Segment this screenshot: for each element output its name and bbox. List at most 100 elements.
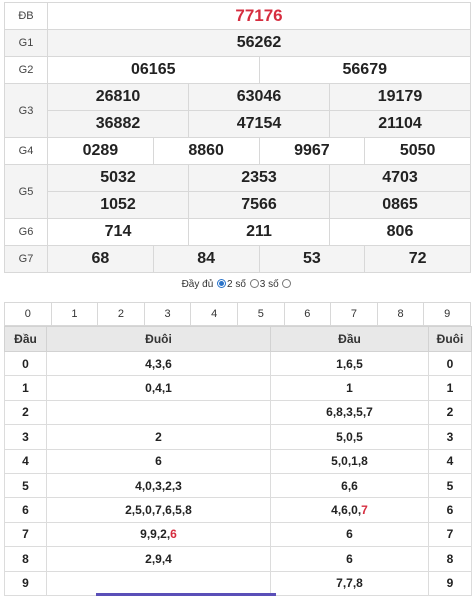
row-g3b: 36882 47154 21104 <box>5 110 471 138</box>
radio-full[interactable] <box>282 279 292 288</box>
row-g7: G7 68 84 53 72 <box>4 245 471 273</box>
head-digit: 5 <box>4 472 47 499</box>
digit-button[interactable]: 4 <box>190 302 238 326</box>
head-digit: 6 <box>4 497 47 523</box>
prize-label-db: ĐB <box>4 2 48 30</box>
tail-digit: 7 <box>428 521 472 548</box>
tail-list <box>46 399 271 426</box>
loto-row: 9 7,7,8 9 <box>4 570 472 596</box>
tail-digit: 8 <box>428 546 472 572</box>
digit-button[interactable]: 6 <box>283 302 332 326</box>
head-list-plain: 4,6,0, <box>331 503 362 518</box>
prize-label-g5: G5 <box>4 164 48 219</box>
g3-number: 21104 <box>329 110 471 138</box>
radio-two-digits[interactable] <box>217 279 227 288</box>
head-list: 4,6,0,7 <box>270 497 429 523</box>
g7-number: 53 <box>258 245 366 273</box>
display-options: Đầy đủ 2 số 3 số <box>0 279 474 290</box>
g4-number: 5050 <box>364 137 471 165</box>
digit-button[interactable]: 5 <box>236 302 285 326</box>
row-g6: G6 714 211 806 <box>4 218 471 246</box>
row-g5b: 1052 7566 0865 <box>5 191 471 219</box>
header-dau: Đầu <box>4 326 47 352</box>
option-three-label[interactable]: 3 số <box>259 279 279 290</box>
g7-number: 84 <box>152 245 260 273</box>
loto-row: 7 9,9,2,6 6 7 <box>4 521 472 548</box>
head-digit: 3 <box>4 424 47 450</box>
row-g1: G1 56262 <box>4 29 471 57</box>
tail-list: 2 <box>46 424 271 450</box>
head-digit: 0 <box>4 350 47 377</box>
head-list-special: 7 <box>361 503 368 518</box>
g5-number: 2353 <box>188 164 330 192</box>
tail-list: 6 <box>46 448 271 474</box>
g3-number: 63046 <box>188 83 330 111</box>
g6-number: 211 <box>188 218 330 246</box>
loto-row: 5 4,0,3,2,3 6,6 5 <box>4 472 472 499</box>
g3-number: 19179 <box>329 83 471 111</box>
head-digit: 7 <box>4 521 47 548</box>
tail-list: 2,5,0,7,6,5,8 <box>46 497 271 523</box>
prize-label-g6: G6 <box>4 218 48 246</box>
row-g4: G4 0289 8860 9967 5050 <box>4 137 471 165</box>
tail-list: 9,9,2,6 <box>46 521 271 548</box>
g2-number: 06165 <box>47 56 260 84</box>
tail-list: 4,0,3,2,3 <box>46 472 271 499</box>
digit-button[interactable]: 9 <box>423 302 471 326</box>
digit-button[interactable]: 0 <box>4 302 52 326</box>
head-list: 1,6,5 <box>270 350 429 377</box>
tail-digit: 3 <box>428 424 472 450</box>
digit-button[interactable]: 3 <box>143 302 192 326</box>
g4-number: 0289 <box>47 137 154 165</box>
radio-three-digits[interactable] <box>249 279 259 288</box>
option-full-label: Đầy đủ <box>181 279 214 290</box>
loto-row: 6 2,5,0,7,6,5,8 4,6,0,7 6 <box>4 497 472 523</box>
prize-label-g4: G4 <box>4 137 48 165</box>
prize-label-g3: G3 <box>4 83 48 138</box>
tail-list-special: 6 <box>170 527 177 542</box>
tail-digit: 2 <box>428 399 472 426</box>
head-digit: 2 <box>4 399 47 426</box>
row-g2: G2 06165 56679 <box>4 56 471 84</box>
head-digit: 4 <box>4 448 47 474</box>
tail-digit: 4 <box>428 448 472 474</box>
head-list: 6,6 <box>270 472 429 499</box>
g7-number: 72 <box>364 245 471 273</box>
digit-button[interactable]: 2 <box>97 302 145 326</box>
loto-table: Đầu Đuôi Đầu Đuôi 0 4,3,6 1,6,5 0 1 0,4,… <box>4 326 472 596</box>
loto-header-row: Đầu Đuôi Đầu Đuôi <box>4 326 472 352</box>
loto-row: 2 6,8,3,5,7 2 <box>4 399 472 426</box>
g3-number: 26810 <box>47 83 189 111</box>
tail-digit: 9 <box>428 570 472 596</box>
digit-button[interactable]: 1 <box>50 302 99 326</box>
g3-number: 36882 <box>47 110 189 138</box>
tail-list <box>46 570 271 596</box>
prize-label-g2: G2 <box>4 56 48 84</box>
head-digit: 1 <box>4 375 47 401</box>
g2-number: 56679 <box>258 56 471 84</box>
head-list: 7,7,8 <box>270 570 429 596</box>
header-duoi-right: Đuôi <box>428 326 472 352</box>
tail-list: 0,4,1 <box>46 375 271 401</box>
head-list: 6 <box>270 521 429 548</box>
option-two-label[interactable]: 2 số <box>227 279 246 290</box>
g6-number: 714 <box>47 218 189 246</box>
loto-row: 1 0,4,1 1 1 <box>4 375 472 401</box>
digit-button[interactable]: 7 <box>330 302 378 326</box>
loto-row: 4 6 5,0,1,8 4 <box>4 448 472 474</box>
head-list: 5,0,5 <box>270 424 429 450</box>
g7-number: 68 <box>47 245 154 273</box>
head-list: 1 <box>270 375 429 401</box>
g4-number: 9967 <box>258 137 366 165</box>
footer-accent-bar <box>96 593 276 596</box>
loto-row: 0 4,3,6 1,6,5 0 <box>4 350 472 377</box>
g5-number: 1052 <box>47 191 189 219</box>
tail-digit: 5 <box>428 472 472 499</box>
g5-number: 5032 <box>47 164 189 192</box>
head-digit: 9 <box>4 570 47 596</box>
special-prize-number: 77176 <box>47 2 471 30</box>
digit-button[interactable]: 8 <box>376 302 425 326</box>
row-g3: G3 26810 63046 19179 <box>4 83 471 138</box>
row-db: ĐB 77176 <box>4 2 471 30</box>
head-list: 5,0,1,8 <box>270 448 429 474</box>
